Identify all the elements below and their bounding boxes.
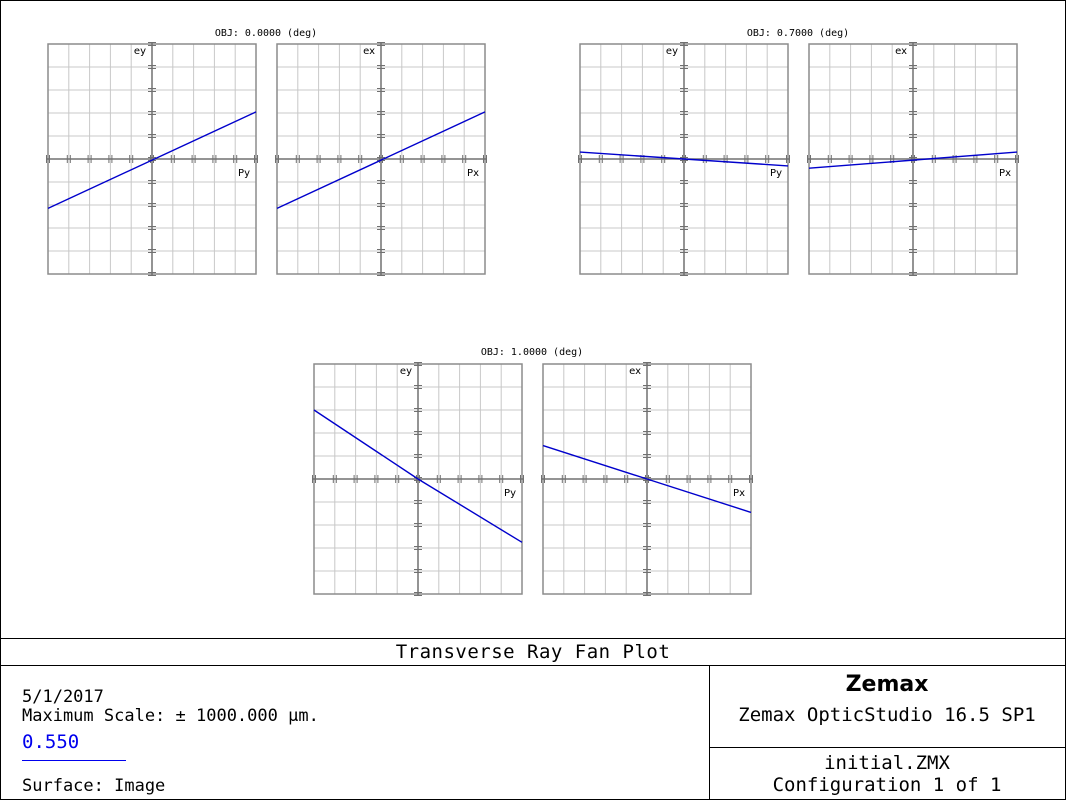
ray-fan-curve — [276, 111, 486, 210]
panel-2: OBJ: 0.7000 (deg) ey Py ex Px — [578, 28, 1019, 276]
x-axis-label: Py — [238, 168, 250, 179]
y-axis-label: ex — [363, 46, 375, 57]
plot-title: Transverse Ray Fan Plot — [395, 641, 671, 663]
x-axis-label: Px — [999, 168, 1011, 179]
ray-fan-curve — [47, 111, 257, 210]
x-axis-label: Py — [770, 168, 782, 179]
ray-fan-curve — [313, 409, 523, 543]
y-axis-label: ex — [895, 46, 907, 57]
wavelength-line-sample — [22, 760, 126, 761]
y-axis-label: ex — [629, 366, 641, 377]
surface-text: Surface: Image — [22, 776, 166, 796]
max-scale-text: Maximum Scale: ± 1000.000 µm. — [22, 706, 319, 726]
x-axis-label: Px — [733, 488, 745, 499]
y-axis-label: ey — [400, 366, 412, 377]
company-name: Zemax — [845, 672, 929, 697]
panel-title: OBJ: 1.0000 (deg) — [481, 347, 583, 358]
fan-plot-ey: ey Py — [312, 362, 524, 596]
ray-fan-curve — [542, 444, 752, 514]
x-axis-label: Px — [467, 168, 479, 179]
ray-fan-curve — [579, 151, 789, 167]
x-axis-label: Py — [504, 488, 516, 499]
fan-plot-ex: ex Px — [275, 42, 487, 276]
fan-plot-ey: ey Py — [578, 42, 790, 276]
file-name: initial.ZMX — [824, 752, 950, 774]
date-text: 5/1/2017 — [22, 687, 104, 707]
panel-3: OBJ: 1.0000 (deg) ey Py ex Px — [312, 347, 753, 596]
footer-block — [0, 638, 1066, 800]
wavelength-text: 0.550 — [22, 731, 80, 753]
fan-plot-ey: ey Py — [46, 42, 258, 276]
panel-title: OBJ: 0.0000 (deg) — [215, 28, 317, 39]
fan-plot-ex: ex Px — [541, 362, 753, 596]
fan-plot-ex: ex Px — [807, 42, 1019, 276]
ray-fan-curve — [808, 151, 1018, 169]
y-axis-label: ey — [134, 46, 146, 57]
configuration-text: Configuration 1 of 1 — [772, 774, 1002, 796]
product-name: Zemax OpticStudio 16.5 SP1 — [738, 704, 1036, 726]
panel-1: OBJ: 0.0000 (deg) ey Py ex Px — [46, 28, 487, 276]
y-axis-label: ey — [666, 46, 678, 57]
panel-title: OBJ: 0.7000 (deg) — [747, 28, 849, 39]
